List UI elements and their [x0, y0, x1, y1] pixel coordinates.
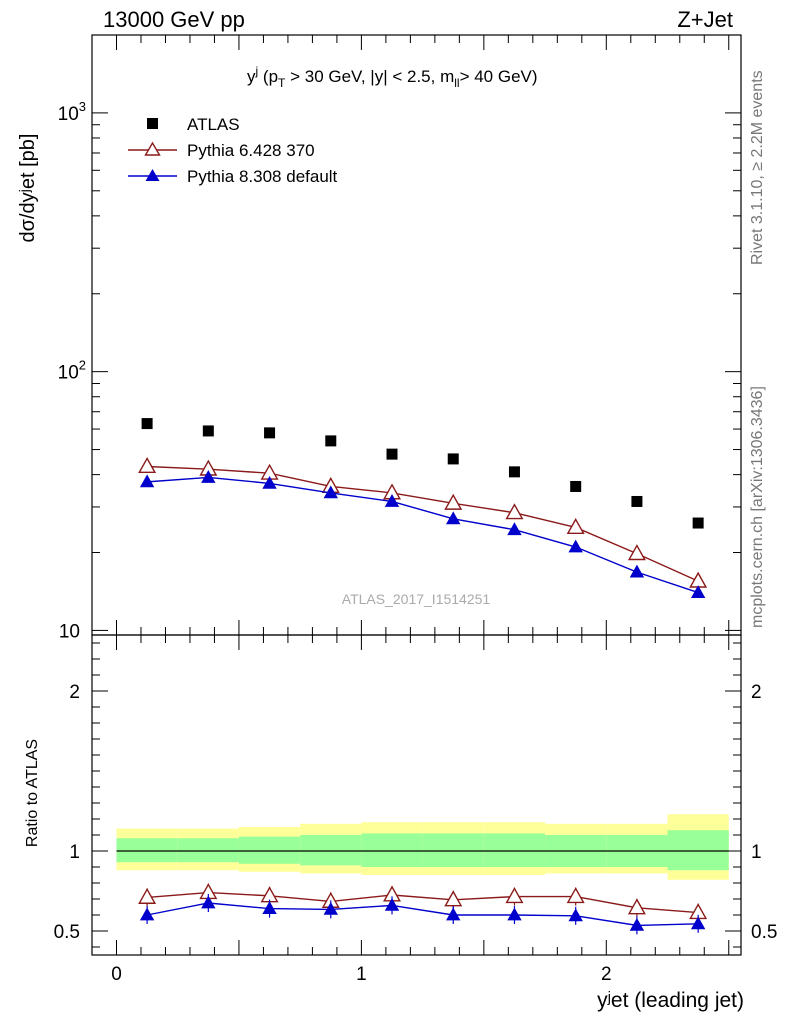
legend: ATLAS Pythia 6.428 370 Pythia 8.308 defa…	[128, 115, 338, 186]
series-line	[147, 476, 699, 594]
uncertainty-band-inner	[300, 835, 362, 866]
rivet-label: Rivet 3.1.10, ≥ 2.2M events	[749, 70, 766, 265]
x-tick-label: 0	[111, 964, 122, 985]
atlas-data-point	[447, 453, 459, 465]
x-axis-label: yʲet (leading jet)	[597, 989, 744, 1012]
atlas-data-point	[325, 435, 337, 447]
title-part-2: T	[278, 76, 286, 90]
main-y-tick-label: 103	[58, 99, 86, 125]
ratio-frame	[91, 634, 742, 956]
x-axis-label-text: yʲet (leading jet)	[597, 989, 744, 1012]
pythia6-data-point	[566, 517, 585, 534]
legend-label-pythia8: Pythia 8.308 default	[187, 167, 338, 186]
ratio-panel: 0 1 2 0.5 0.5 1 1 2 2 Ratio to ATLAS yʲet (leadi…	[24, 634, 777, 1012]
uncertainty-band-inner	[483, 833, 546, 867]
x-tick-label: 2	[601, 964, 612, 985]
pythia6-data-point	[505, 503, 524, 520]
legend-label-atlas: ATLAS	[187, 115, 240, 134]
uncertainty-band-inner	[667, 830, 729, 871]
atlas-data-point	[692, 517, 704, 529]
atlas-data-point	[631, 495, 643, 507]
x-tick-label: 1	[356, 964, 367, 985]
ratio-pythia8-point	[201, 895, 216, 909]
pythia8-data-point	[139, 474, 155, 488]
uncertainty-band-inner	[238, 836, 301, 864]
pythia8-data-point	[384, 494, 400, 507]
ratio-pythia6-point	[566, 887, 585, 904]
ratio-pythia8-point	[690, 916, 706, 930]
pythia8-data-point	[690, 585, 706, 599]
title-part-1: (p	[263, 67, 278, 86]
ratio-y-tick-label: 0.5	[54, 922, 80, 943]
ratio-pythia6-point	[627, 898, 646, 915]
legend-entry-pythia8: Pythia 8.308 default	[128, 167, 338, 186]
ratio-y-tick-label: 2	[69, 682, 80, 703]
uncertainty-band-inner	[177, 838, 239, 863]
title-sup: j	[255, 64, 259, 78]
pythia6-data-point	[627, 544, 646, 561]
main-y-tick-label: 10	[59, 621, 80, 642]
ratio-pythia6-point	[444, 890, 463, 907]
ratio-pythia8-point	[139, 907, 155, 921]
legend-entry-pythia6: Pythia 6.428 370	[128, 141, 315, 160]
atlas-data-point	[202, 425, 214, 437]
atlas-data-point	[386, 448, 398, 460]
ratio-pythia8-point	[446, 907, 461, 921]
legend-label-pythia6: Pythia 6.428 370	[187, 141, 315, 160]
main-plot-layer	[138, 418, 708, 599]
energy-label: 13000 GeV pp	[103, 7, 245, 32]
series-line	[147, 465, 699, 582]
atlas-data-point	[570, 480, 582, 492]
ratio-plot-layer	[116, 814, 729, 935]
plot-title: yj (pT > 30 GeV, |y| < 2.5, mll> 40 GeV)	[247, 64, 538, 90]
title-part-5: > 40 GeV)	[460, 67, 538, 86]
main-ylabel: dσ/dyʲet [pb]	[17, 134, 39, 243]
pythia8-data-point	[629, 564, 645, 578]
process-label: Z+Jet	[677, 7, 733, 32]
ratio-pythia6-point	[505, 887, 524, 904]
mcplots-label: mcplots.cern.ch [arXiv:1306.3436]	[749, 386, 766, 628]
ratio-pythia8-point	[384, 897, 400, 911]
main-axes: 10 102 103	[58, 34, 741, 642]
legend-entry-atlas: ATLAS	[147, 115, 240, 134]
pythia8-data-point	[262, 475, 277, 489]
title-part-3: > 30 GeV, |y| < 2.5, m	[285, 67, 454, 86]
atlas-data-point	[508, 466, 520, 478]
title-base: y	[247, 67, 256, 86]
ratio-y-tick-label-right: 2	[751, 682, 762, 703]
ratio-series-line	[146, 902, 699, 927]
ratio-pythia8-point	[262, 901, 277, 914]
pythia8-data-point	[507, 522, 522, 536]
uncertainty-band-inner	[116, 838, 178, 863]
main-panel: 10 102 103 yj (pT > 30 GeV, |y| < 2.5, mll…	[17, 34, 742, 642]
ratio-pythia6-point	[138, 887, 157, 904]
uncertainty-band-inner	[422, 833, 484, 867]
main-y-tick-label: 102	[58, 358, 86, 384]
legend-filled-triangle-marker	[145, 169, 160, 181]
pythia8-data-point	[446, 511, 461, 525]
atlas-data-point	[264, 427, 276, 439]
ratio-y-tick-label: 1	[69, 842, 80, 863]
pythia6-data-point	[444, 493, 463, 510]
analysis-watermark: ATLAS_2017_I1514251	[342, 591, 491, 607]
pythia6-data-point	[138, 457, 157, 474]
ratio-series-line	[147, 891, 699, 914]
ratio-ylabel: Ratio to ATLAS	[24, 739, 41, 847]
ratio-pythia8-point	[568, 908, 583, 922]
ratio-y-tick-label-right: 1	[751, 842, 762, 863]
uncertainty-band-inner	[361, 833, 423, 867]
pythia8-data-point	[201, 470, 216, 483]
ratio-pythia8-point	[507, 907, 522, 921]
pythia8-data-point	[568, 539, 583, 553]
ratio-y-tick-label-right: 0.5	[751, 922, 777, 943]
legend-square-marker	[147, 118, 158, 129]
atlas-data-point	[141, 418, 153, 430]
pythia8-data-point	[323, 485, 338, 499]
ratio-pythia8-point	[629, 917, 645, 931]
ratio-axes: 0 1 2 0.5 0.5 1 1 2 2	[54, 635, 777, 985]
title-part-4: ll	[454, 76, 459, 90]
ratio-pythia8-point	[323, 901, 338, 915]
legend-open-triangle-marker	[144, 141, 161, 156]
